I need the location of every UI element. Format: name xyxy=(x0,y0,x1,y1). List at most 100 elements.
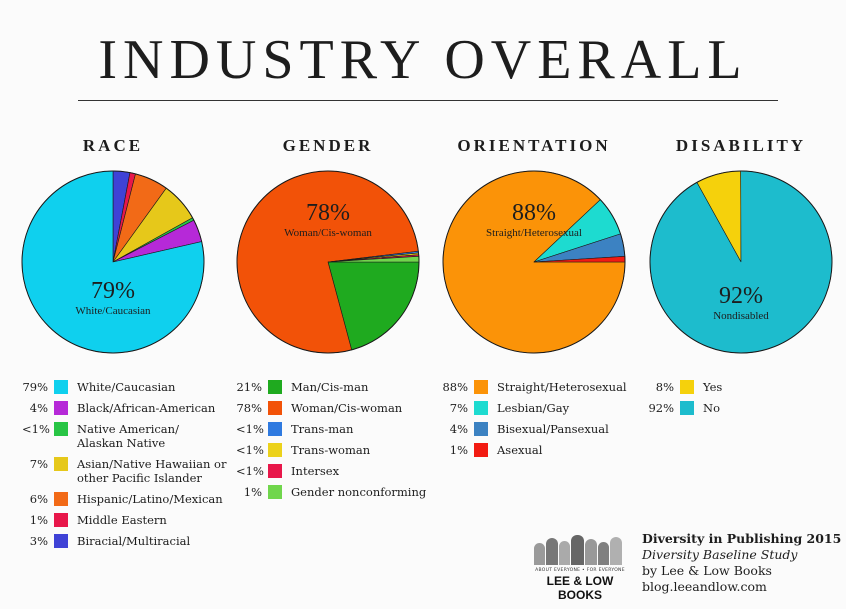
legend-label: Gender nonconforming xyxy=(291,485,427,499)
legend-swatch xyxy=(54,534,68,548)
people-silhouettes-icon xyxy=(528,531,632,565)
legend-value: <1% xyxy=(236,464,264,478)
legend-item: 8% Yes xyxy=(648,380,722,394)
legend-label: Asian/Native Hawaiian or other Pacific I… xyxy=(77,457,227,485)
gender-pie-outline xyxy=(236,170,420,354)
legend-item: 1% Asexual xyxy=(442,443,627,457)
legend-value: 4% xyxy=(29,401,48,415)
legend-value: 88% xyxy=(442,380,468,394)
orientation-pie-outline xyxy=(442,170,626,354)
legend-value: 1% xyxy=(29,513,48,527)
legend-value: 1% xyxy=(243,485,262,499)
legend-value: 92% xyxy=(648,401,674,415)
orientation-chart-title: ORIENTATION xyxy=(457,136,611,155)
gender-chart-title: GENDER xyxy=(282,136,374,155)
race-chart-title: RACE xyxy=(82,136,144,155)
legend-swatch xyxy=(680,401,694,415)
legend-swatch xyxy=(54,380,68,394)
legend-item: 1% Middle Eastern xyxy=(22,513,226,527)
legend-swatch xyxy=(474,380,488,394)
legend-label: White/Caucasian xyxy=(77,380,176,394)
legend-swatch xyxy=(54,513,68,527)
legend-value: 7% xyxy=(449,401,468,415)
gender-legend: 21% Man/Cis-man 78% Woman/Cis-woman <1% Trans… xyxy=(236,380,426,506)
logo-name: LEE & LOW BOOKS xyxy=(546,574,614,602)
legend-swatch xyxy=(474,401,488,415)
legend-value: <1% xyxy=(236,422,264,436)
legend-item: <1% Trans-man xyxy=(236,422,426,436)
disability-slice-no xyxy=(649,170,833,354)
legend-item: 6% Hispanic/Latino/Mexican xyxy=(22,492,226,506)
disability-chart-title: DISABILITY xyxy=(675,136,807,155)
legend-item: <1% Native American/ Alaskan Native xyxy=(22,422,226,450)
orientation-pie-chart: 88%Straight/Heterosexual xyxy=(442,170,626,354)
legend-label: Yes xyxy=(703,380,723,394)
legend-value: 78% xyxy=(236,401,262,415)
legend-value: 79% xyxy=(22,380,48,394)
legend-value: <1% xyxy=(236,443,264,457)
legend-swatch xyxy=(268,443,282,457)
race-pie-chart: 79%White/Caucasian xyxy=(21,170,205,354)
legend-swatch xyxy=(54,457,68,471)
legend-item: 79% White/Caucasian xyxy=(22,380,226,394)
logo-tagline: ABOUT EVERYONE • FOR EVERYONE xyxy=(535,568,625,573)
legend-label: Asexual xyxy=(497,443,543,457)
legend-label: No xyxy=(703,401,720,415)
legend-value: 8% xyxy=(655,380,674,394)
legend-label: Woman/Cis-woman xyxy=(291,401,403,415)
race-legend: 79% White/Caucasian 4% Black/African-Americ… xyxy=(22,380,226,555)
orientation-callout-value: 88% xyxy=(512,200,556,226)
legend-swatch xyxy=(54,401,68,415)
legend-label: Straight/Heterosexual xyxy=(497,380,627,394)
legend-swatch xyxy=(268,485,282,499)
legend-value: 6% xyxy=(29,492,48,506)
legend-label: Intersex xyxy=(291,464,340,478)
legend-swatch xyxy=(268,401,282,415)
legend-label: Man/Cis-man xyxy=(291,380,369,394)
legend-label: Middle Eastern xyxy=(77,513,167,527)
legend-value: <1% xyxy=(22,422,50,436)
disability-pie-chart: 92%Nondisabled xyxy=(649,170,833,354)
credit-url[interactable]: blog.leeandlow.com xyxy=(642,579,767,594)
credit-subtitle: Diversity Baseline Study xyxy=(642,547,798,562)
legend-item: 4% Black/African-American xyxy=(22,401,226,415)
credit-title: Diversity in Publishing 2015 xyxy=(642,531,842,546)
race-pie-outline xyxy=(21,170,205,354)
race-callout-value: 79% xyxy=(91,278,135,304)
legend-item: 7% Lesbian/Gay xyxy=(442,401,627,415)
legend-label: Native American/ Alaskan Native xyxy=(77,422,179,450)
legend-swatch xyxy=(474,422,488,436)
legend-item: 1% Gender nonconforming xyxy=(236,485,426,499)
legend-value: 3% xyxy=(29,534,48,548)
legend-label: Lesbian/Gay xyxy=(497,401,570,415)
legend-swatch xyxy=(680,380,694,394)
title-divider xyxy=(78,100,778,101)
legend-item: <1% Intersex xyxy=(236,464,426,478)
legend-label: Biracial/Multiracial xyxy=(77,534,191,548)
legend-label: Black/African-American xyxy=(77,401,216,415)
credit-by: by Lee & Low Books xyxy=(642,563,772,578)
legend-value: 1% xyxy=(449,443,468,457)
legend-value: 7% xyxy=(29,457,48,471)
legend-swatch xyxy=(474,443,488,457)
legend-item: 88% Straight/Heterosexual xyxy=(442,380,627,394)
legend-item: <1% Trans-woman xyxy=(236,443,426,457)
legend-label: Trans-man xyxy=(291,422,354,436)
legend-value: 21% xyxy=(236,380,262,394)
legend-swatch xyxy=(54,422,68,436)
disability-legend: 8% Yes 92% No xyxy=(648,380,722,422)
disability-callout-value: 92% xyxy=(719,283,763,309)
legend-value: 4% xyxy=(449,422,468,436)
gender-pie-chart: 78%Woman/Cis-woman xyxy=(236,170,420,354)
legend-swatch xyxy=(268,464,282,478)
legend-swatch xyxy=(268,422,282,436)
legend-item: 78% Woman/Cis-woman xyxy=(236,401,426,415)
lee-and-low-logo: ABOUT EVERYONE • FOR EVERYONE LEE & LOW … xyxy=(528,531,632,602)
legend-item: 3% Biracial/Multiracial xyxy=(22,534,226,548)
orientation-legend: 88% Straight/Heterosexual 7% Lesbian/Gay 4% B… xyxy=(442,380,627,464)
legend-item: 4% Bisexual/Pansexual xyxy=(442,422,627,436)
legend-swatch xyxy=(268,380,282,394)
race-callout-label: White/Caucasian xyxy=(75,305,151,317)
orientation-callout-label: Straight/Heterosexual xyxy=(486,227,582,239)
credits: Diversity in Publishing 2015 Diversity B… xyxy=(642,531,841,595)
